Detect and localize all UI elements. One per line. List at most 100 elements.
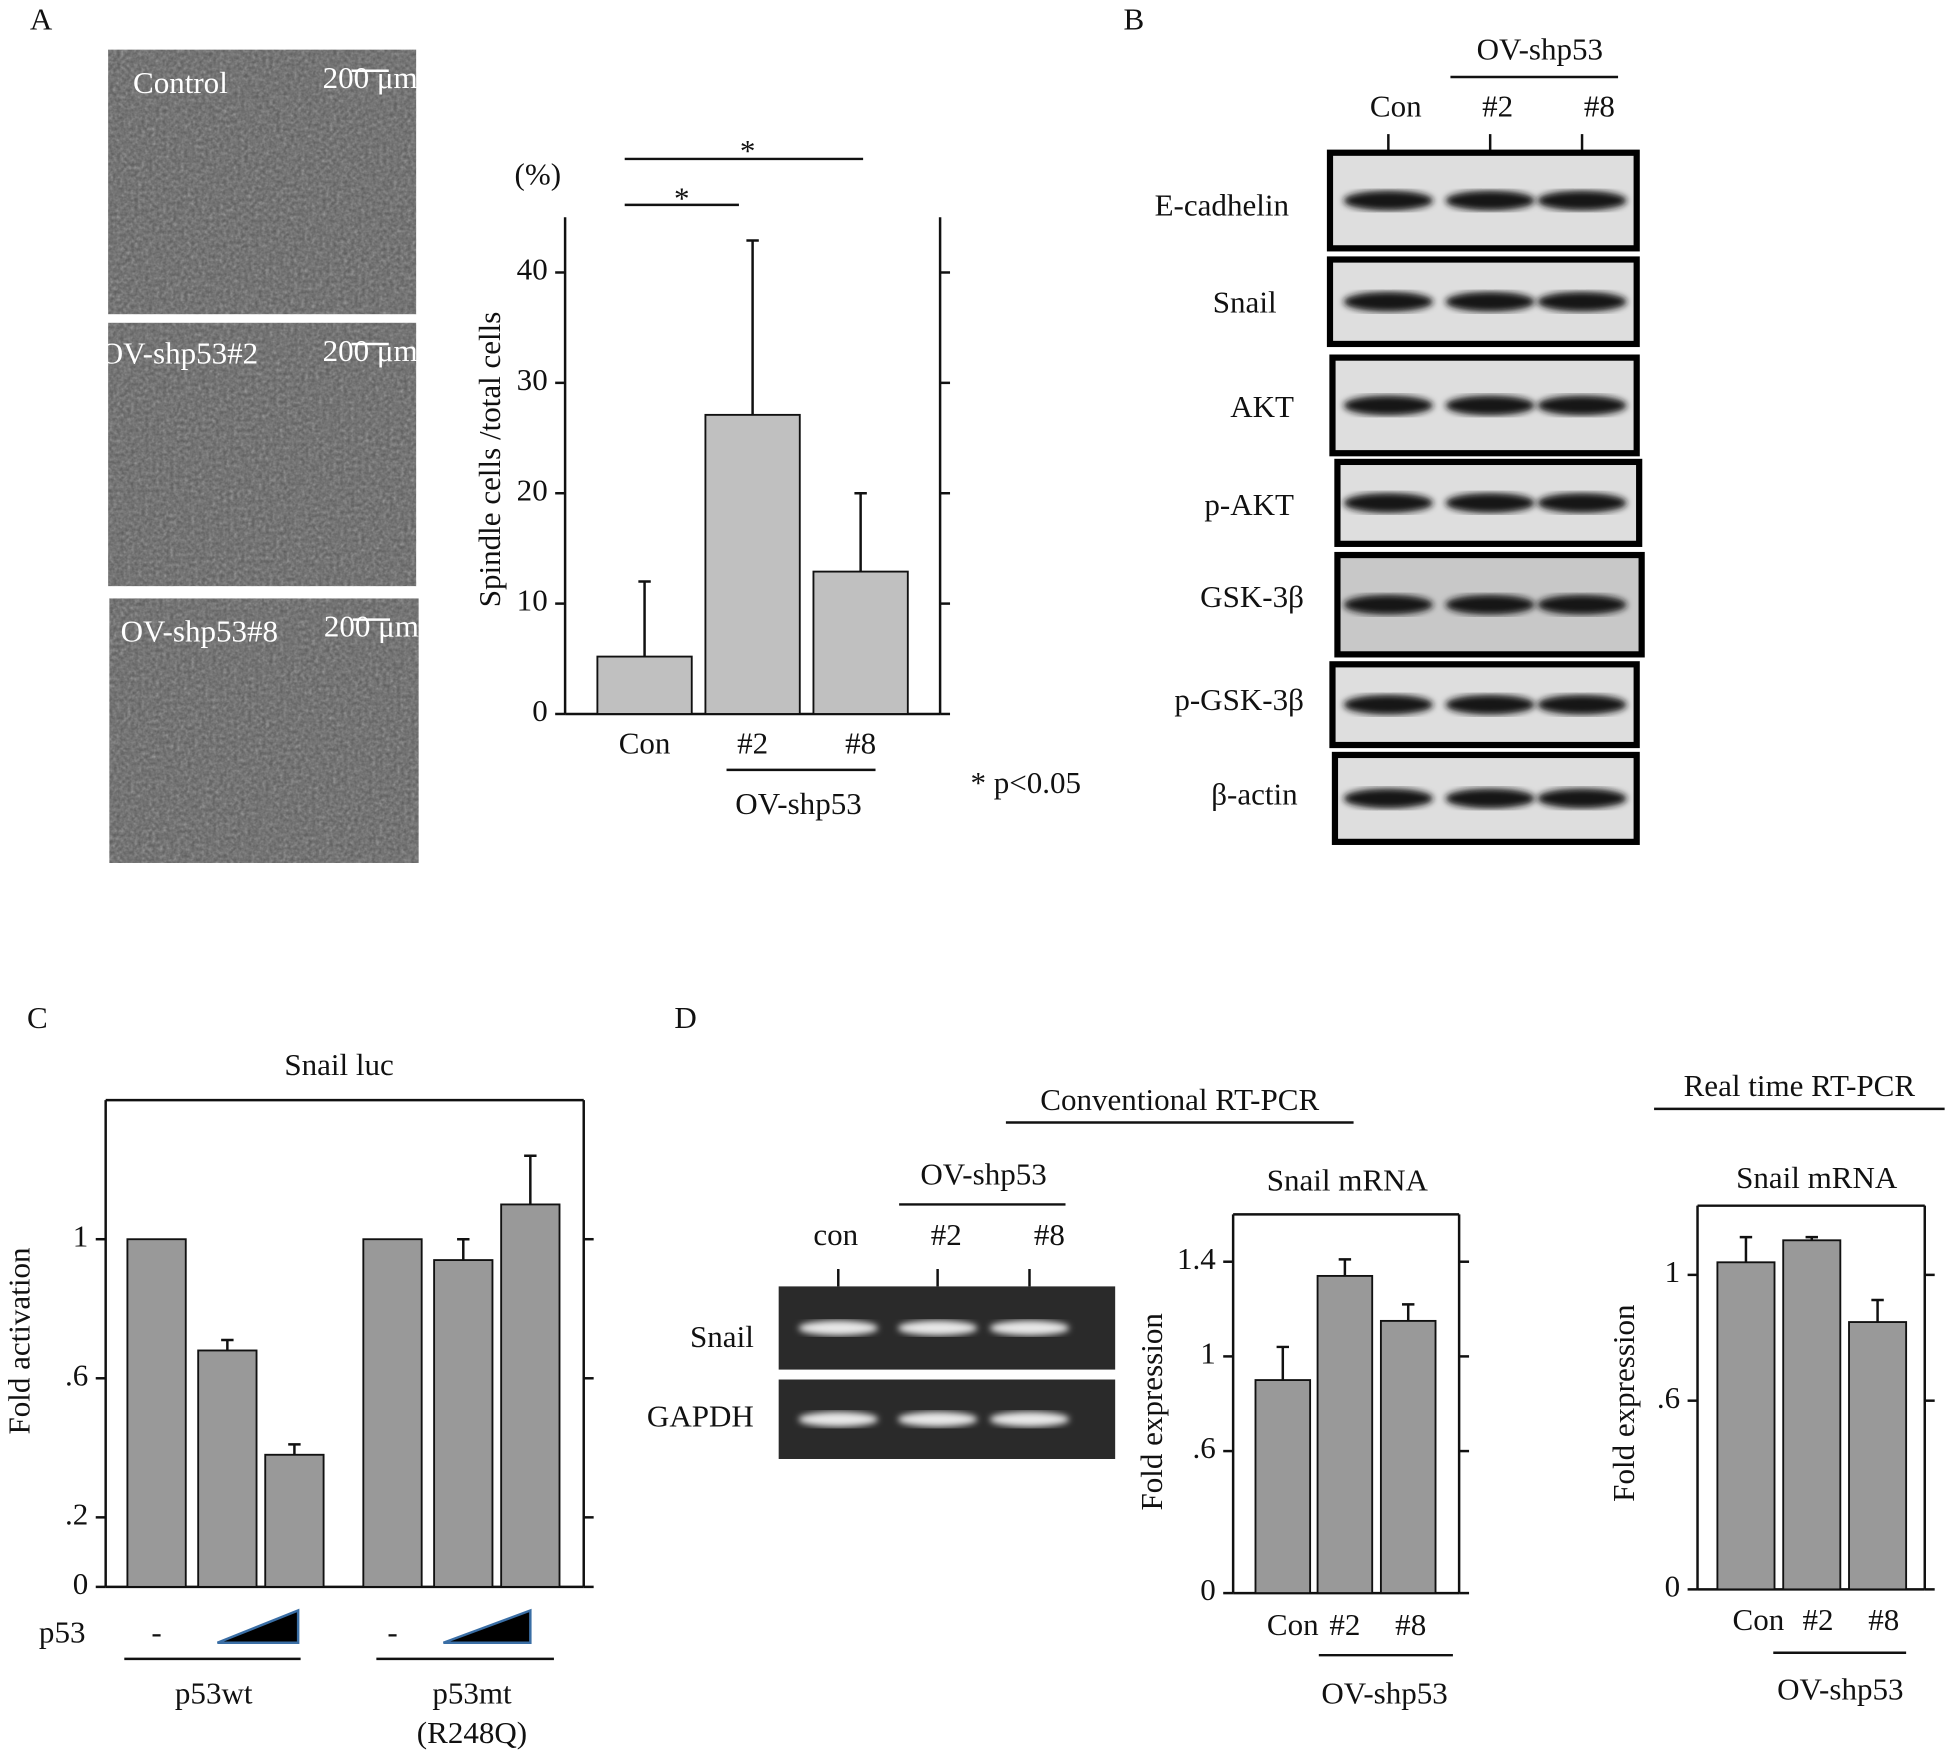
error-bar bbox=[524, 1154, 537, 1205]
blot-row-label: p-AKT bbox=[1204, 487, 1294, 522]
section-heading: Real time RT-PCR bbox=[1684, 1068, 1916, 1103]
y-tick-label: 1 bbox=[1200, 1336, 1216, 1371]
y-tick-label: .6 bbox=[1657, 1380, 1680, 1415]
lane-label: #2 bbox=[1482, 88, 1513, 123]
y-tick-label: 10 bbox=[517, 583, 548, 618]
bar bbox=[126, 1238, 187, 1588]
bar bbox=[704, 413, 801, 715]
x-tick-label: #8 bbox=[1868, 1602, 1899, 1637]
x-tick-label: #2 bbox=[737, 725, 768, 760]
error-bar bbox=[457, 1237, 470, 1261]
y-tick-label: 40 bbox=[517, 252, 548, 287]
micrograph-texture bbox=[109, 598, 419, 863]
lane-label: Con bbox=[1370, 88, 1422, 123]
lane-label: #8 bbox=[1034, 1217, 1065, 1252]
error-bar bbox=[746, 239, 759, 415]
dose-triangle bbox=[442, 1608, 532, 1645]
gel-band bbox=[798, 1320, 879, 1336]
y-tick-label: 0 bbox=[1200, 1572, 1216, 1607]
chart-title: Snail mRNA bbox=[1267, 1162, 1429, 1197]
blot-band bbox=[1445, 788, 1535, 809]
blot-band bbox=[1537, 291, 1627, 312]
error-bar bbox=[221, 1338, 234, 1351]
y-tick-label: 1 bbox=[73, 1218, 89, 1253]
blot-band bbox=[1445, 594, 1535, 615]
bar bbox=[1848, 1321, 1908, 1591]
error-bar bbox=[288, 1443, 301, 1455]
y-axis-label: Spindle cells /total cells bbox=[472, 312, 507, 608]
blot-band bbox=[1445, 694, 1535, 715]
error-bar bbox=[1276, 1345, 1290, 1381]
gel-row-label: GAPDH bbox=[647, 1398, 754, 1433]
error-bar bbox=[1871, 1298, 1884, 1323]
group-label: OV-shp53 bbox=[1321, 1675, 1447, 1710]
panel-label: D bbox=[674, 1000, 696, 1035]
bar bbox=[1254, 1379, 1312, 1595]
micrograph-label: Control bbox=[133, 65, 228, 100]
group-label: OV-shp53 bbox=[1777, 1672, 1903, 1707]
error-bar bbox=[638, 580, 651, 657]
group-label: OV-shp53 bbox=[920, 1156, 1046, 1191]
y-tick-label: .6 bbox=[1192, 1430, 1215, 1465]
x-tick-label: #2 bbox=[1802, 1602, 1833, 1637]
scale-bar-label: 200 μm bbox=[323, 333, 418, 368]
group-label: (R248Q) bbox=[417, 1715, 527, 1750]
x-tick-label: Con bbox=[619, 725, 671, 760]
blot-row-label: p-GSK-3β bbox=[1174, 682, 1304, 717]
y-tick-label: 0 bbox=[1665, 1568, 1681, 1603]
scale-bar-label: 200 μm bbox=[323, 60, 418, 95]
gel-band bbox=[897, 1320, 978, 1336]
y-tick-label: 1.4 bbox=[1177, 1241, 1216, 1276]
blot-band bbox=[1445, 190, 1535, 211]
y-tick-label: .6 bbox=[65, 1357, 88, 1392]
chart-title: Snail mRNA bbox=[1736, 1160, 1898, 1195]
blot-row-label: β-actin bbox=[1211, 776, 1298, 811]
gel-row-label: Snail bbox=[690, 1319, 754, 1354]
lane-label: #8 bbox=[1584, 88, 1615, 123]
section-heading: Conventional RT-PCR bbox=[1040, 1082, 1319, 1117]
blot-band bbox=[1343, 492, 1434, 513]
group-label: p53mt bbox=[432, 1675, 512, 1710]
y-tick-label: 0 bbox=[73, 1566, 89, 1601]
bar bbox=[812, 570, 909, 715]
y-axis-label: Fold activation bbox=[2, 1247, 37, 1435]
bar bbox=[1716, 1261, 1776, 1591]
micrograph-label: OV-shp53#2 bbox=[101, 335, 258, 370]
scale-bar-label: 200 μm bbox=[324, 609, 419, 644]
bar bbox=[596, 655, 693, 715]
blot-band bbox=[1343, 190, 1434, 211]
bar bbox=[1782, 1239, 1842, 1591]
gel-band bbox=[989, 1320, 1070, 1336]
error-bar bbox=[1338, 1258, 1352, 1276]
x-tick-label: Con bbox=[1733, 1602, 1785, 1637]
bar bbox=[433, 1259, 494, 1588]
blot-band bbox=[1445, 291, 1535, 312]
bar bbox=[362, 1238, 423, 1588]
y-axis-label: Fold expression bbox=[1134, 1313, 1169, 1511]
blot-band bbox=[1537, 694, 1627, 715]
gel-band bbox=[897, 1411, 978, 1427]
blot-row-label: GSK-3β bbox=[1200, 579, 1304, 614]
significance-label: * bbox=[674, 180, 690, 215]
blot-band bbox=[1343, 694, 1434, 715]
y-tick-label: 0 bbox=[532, 693, 548, 728]
bar bbox=[197, 1349, 258, 1588]
significance-label: * bbox=[740, 133, 756, 168]
blot-band bbox=[1343, 788, 1434, 809]
blot-band bbox=[1445, 395, 1535, 416]
x-tick-label: #2 bbox=[1329, 1607, 1360, 1642]
bar bbox=[500, 1203, 561, 1588]
blot-band bbox=[1343, 594, 1434, 615]
micrograph-texture bbox=[108, 49, 417, 315]
blot-band bbox=[1537, 594, 1627, 615]
row-label: p53 bbox=[39, 1614, 86, 1649]
gel-band bbox=[989, 1411, 1070, 1427]
blot-band bbox=[1343, 395, 1434, 416]
blot-band bbox=[1537, 788, 1627, 809]
panel-label: C bbox=[27, 1000, 48, 1035]
x-tick-label: #8 bbox=[845, 725, 876, 760]
error-bar bbox=[1739, 1235, 1753, 1263]
chart-title: Snail luc bbox=[284, 1047, 393, 1082]
micrograph-texture bbox=[108, 322, 417, 587]
